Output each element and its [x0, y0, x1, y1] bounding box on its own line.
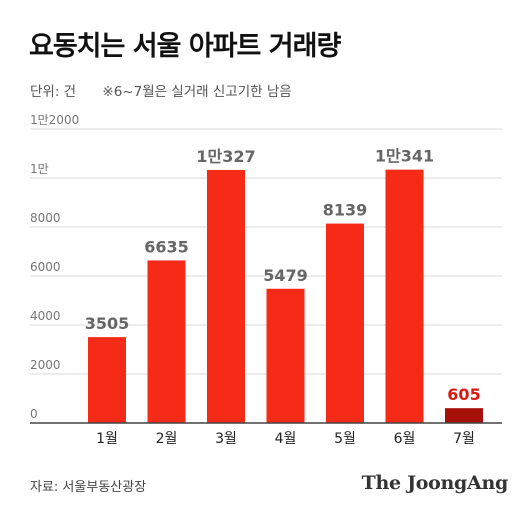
bar [385, 169, 424, 423]
y-tick-label: 1만2000 [30, 113, 79, 127]
data-label: 8139 [323, 201, 368, 220]
bar [147, 260, 186, 423]
brand-logo: The JoongAng [361, 472, 509, 494]
y-tick-label: 2000 [30, 358, 61, 372]
chart-subtitle: 단위: 건 ※6~7월은 실거래 신고기한 남음 [30, 80, 292, 100]
bar [326, 223, 364, 423]
x-tick-label: 2월 [156, 431, 178, 447]
unit-label: 단위: 건 [30, 84, 77, 100]
data-label: 6635 [144, 237, 189, 256]
bar [445, 408, 483, 423]
data-label: 1만327 [196, 147, 255, 166]
x-tick-label: 1월 [96, 431, 118, 447]
source-label: 자료: 서울부동산광장 [30, 480, 147, 495]
y-tick-label: 8000 [30, 211, 61, 225]
data-label: 605 [447, 385, 480, 404]
x-tick-label: 3월 [215, 431, 237, 447]
bar [207, 169, 245, 423]
data-label: 3505 [85, 314, 130, 333]
data-label: 5479 [263, 266, 308, 285]
y-tick-label: 6000 [30, 260, 61, 274]
x-tick-label: 6월 [394, 431, 416, 447]
chart-title: 요동치는 서울 아파트 거래량 [29, 31, 341, 62]
bar [266, 288, 305, 423]
y-tick-label: 0 [30, 407, 38, 421]
y-tick-label: 4000 [30, 309, 61, 323]
x-tick-label: 7월 [453, 431, 475, 447]
x-tick-label: 5월 [334, 431, 356, 447]
bar [88, 337, 126, 423]
data-label: 1만341 [375, 147, 434, 166]
note-label: ※6~7월은 실거래 신고기한 남음 [102, 84, 292, 100]
x-tick-label: 4월 [275, 431, 297, 447]
y-tick-label: 1만 [30, 162, 49, 176]
